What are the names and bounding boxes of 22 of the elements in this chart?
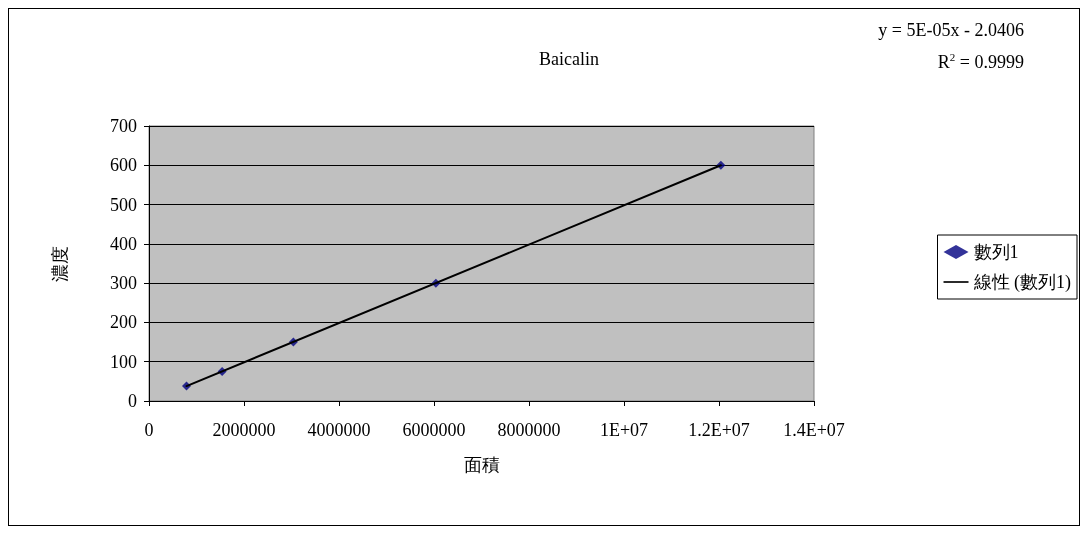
legend-label: 線性 (數列1) xyxy=(972,272,1072,293)
x-tick-label: 4000000 xyxy=(307,420,371,440)
x-tick-label: 2000000 xyxy=(212,420,276,440)
x-tick-label: 6000000 xyxy=(402,420,466,440)
x-tick-label: 1.4E+07 xyxy=(783,420,845,440)
x-tick-label: 1E+07 xyxy=(599,420,649,440)
y-tick-label: 400 xyxy=(110,233,137,254)
x-tick-label: 0 xyxy=(144,420,154,440)
x-tick-label: 8000000 xyxy=(497,420,561,440)
chart-title: Baicalin xyxy=(539,49,599,69)
y-tick-label: 600 xyxy=(110,155,137,176)
y-tick-label: 200 xyxy=(110,312,137,333)
x-tick-label: 1.2E+07 xyxy=(688,420,750,440)
legend-label: 數列1 xyxy=(973,242,1019,262)
text: y = 5E-05x - 2.0406 xyxy=(878,20,1025,40)
y-tick-label: 700 xyxy=(110,116,137,136)
y-tick-label: 0 xyxy=(128,391,137,411)
y-axis-title: 濃度 xyxy=(50,245,70,282)
y-tick-label: 500 xyxy=(110,194,137,215)
y-tick-label: 300 xyxy=(110,273,137,294)
y-tick-label: 100 xyxy=(110,351,137,372)
x-axis-title: 面積 xyxy=(463,455,500,475)
